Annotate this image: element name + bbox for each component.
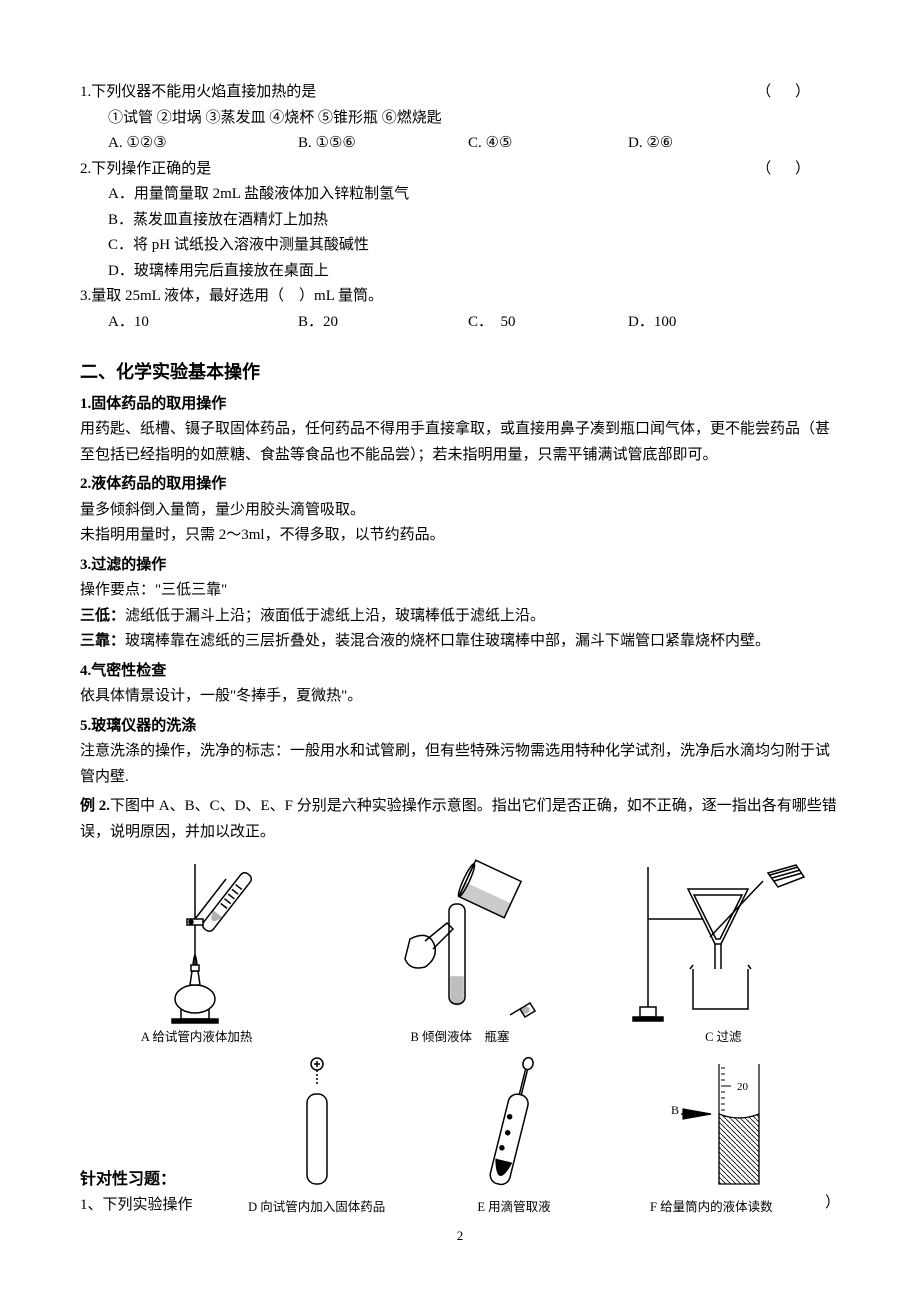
sec2-i3-p3-text: 玻璃棒靠在滤纸的三层折叠处，装混合液的烧杯口靠住玻璃棒中部，漏斗下端管口紧靠烧杯…	[125, 633, 770, 649]
figure-f: 20 B F 给量筒内的液体读数	[613, 1054, 810, 1218]
q3-number: 3.	[80, 288, 91, 304]
sec2-i1-h: 1.固体药品的取用操作	[80, 392, 840, 418]
sec2-i5-h: 5.玻璃仪器的洗涤	[80, 714, 840, 740]
q1-stem: 下列仪器不能用火焰直接加热的是	[91, 80, 756, 106]
figure-b-cap-b: 瓶塞	[484, 1030, 509, 1044]
figure-a: A 给试管内液体加热	[80, 859, 313, 1048]
q2-opt-a: A．用量筒量取 2mL 盐酸液体加入锌粒制氢气	[80, 182, 840, 208]
figure-a-caption: A 给试管内液体加热	[80, 1027, 313, 1048]
sec2-i4-p1: 依具体情景设计，一般"冬捧手，夏微热"。	[80, 684, 840, 710]
figure-f-caption: F 给量筒内的液体读数	[613, 1197, 810, 1218]
svg-text:20: 20	[737, 1081, 749, 1093]
sec2-i3-p2-text: 滤纸低于漏斗上沿；液面低于滤纸上沿，玻璃棒低于滤纸上沿。	[125, 608, 545, 624]
figure-b-svg	[343, 859, 576, 1024]
sec2-i3-p2-label: 三低：	[80, 608, 125, 624]
example-2-label: 例 2.	[80, 798, 110, 814]
figure-b-caption: B 倾倒液体 瓶塞	[343, 1027, 576, 1048]
example-2-text: 下图中 A、B、C、D、E、F 分别是六种实验操作示意图。指出它们是否正确，如不…	[80, 798, 837, 840]
sec2-i4-h: 4.气密性检查	[80, 659, 840, 685]
figure-e-svg	[415, 1054, 612, 1194]
question-2: 2. 下列操作正确的是 （ ）	[80, 157, 840, 183]
example-2: 例 2.下图中 A、B、C、D、E、F 分别是六种实验操作示意图。指出它们是否正…	[80, 794, 840, 845]
q1-opt-c: C. ④⑤	[468, 131, 628, 157]
q1-opt-d: D. ②⑥	[628, 131, 788, 157]
q1-sub: ①试管 ②坩埚 ③蒸发皿 ④烧杯 ⑤锥形瓶 ⑥燃烧匙	[80, 106, 840, 132]
sec2-i2-p1: 量多倾斜倒入量筒，量少用胶头滴管吸取。	[80, 498, 840, 524]
sec2-i3-p3: 三靠：玻璃棒靠在滤纸的三层折叠处，装混合液的烧杯口靠住玻璃棒中部，漏斗下端管口紧…	[80, 629, 840, 655]
question-1: 1. 下列仪器不能用火焰直接加热的是 （ ）	[80, 80, 840, 106]
figure-c-caption: C 过滤	[607, 1027, 840, 1048]
q2-stem: 下列操作正确的是	[91, 157, 756, 183]
figure-d-caption: D 向试管内加入固体药品	[218, 1197, 415, 1218]
figure-b: B 倾倒液体 瓶塞	[343, 859, 576, 1048]
sec2-i3-h: 3.过滤的操作	[80, 553, 840, 579]
sec2-i3-p1: 操作要点："三低三靠"	[80, 578, 840, 604]
figure-grid-row1: A 给试管内液体加热	[80, 859, 840, 1048]
sec2-i2-p2: 未指明用量时，只需 2～3ml，不得多取，以节约药品。	[80, 523, 840, 549]
sec2-i1-p1: 用药匙、纸槽、镊子取固体药品，任何药品不得用手直接拿取，或直接用鼻子凑到瓶口闻气…	[80, 417, 840, 468]
section-2-title: 二、化学实验基本操作	[80, 357, 840, 388]
q3-opt-d: D．100	[628, 310, 788, 336]
figure-grid-row2: 针对性习题： 1、下列实验操作 D 向试管内加入固体药品	[80, 1054, 840, 1218]
page-number: 2	[80, 1225, 840, 1247]
figure-e: E 用滴管取液	[415, 1054, 612, 1218]
figure-e-caption: E 用滴管取液	[415, 1197, 612, 1218]
figure-a-svg	[80, 859, 313, 1024]
q1-number: 1.	[80, 80, 91, 106]
q2-opt-d: D．玻璃棒用完后直接放在桌面上	[80, 259, 840, 285]
q1-opt-b: B. ①⑤⑥	[298, 131, 468, 157]
sec2-i2-h: 2.液体药品的取用操作	[80, 472, 840, 498]
q2-opt-b: B．蒸发皿直接放在酒精灯上加热	[80, 208, 840, 234]
q1-opt-a: A. ①②③	[108, 131, 298, 157]
q3-stem-a: 量取 25mL 液体，最好选用（	[91, 288, 284, 304]
figure-d: D 向试管内加入固体药品	[218, 1054, 415, 1218]
figure-c-svg	[607, 859, 840, 1024]
q2-number: 2.	[80, 157, 91, 183]
sec2-i3-p2: 三低：滤纸低于漏斗上沿；液面低于滤纸上沿，玻璃棒低于滤纸上沿。	[80, 604, 840, 630]
followup-q1: 1、下列实验操作	[80, 1193, 210, 1219]
q1-options: A. ①②③ B. ①⑤⑥ C. ④⑤ D. ②⑥	[80, 131, 840, 157]
q3-options: A．10 B．20 C． 50 D．100	[80, 310, 840, 336]
figure-c: C 过滤	[607, 859, 840, 1048]
sec2-i5-p1: 注意洗涤的操作，洗净的标志：一般用水和试管刷，但有些特殊污物需选用特种化学试剂，…	[80, 739, 840, 790]
q3-opt-a: A．10	[108, 310, 298, 336]
q3-opt-c: C． 50	[468, 310, 628, 336]
followup-heading: 针对性习题：	[80, 1166, 210, 1193]
q2-paren: （ ）	[756, 157, 840, 183]
q3-opt-b: B．20	[298, 310, 468, 336]
question-3: 3.量取 25mL 液体，最好选用（ ）mL 量筒。	[80, 284, 840, 310]
figure-b-cap-a: B 倾倒液体	[411, 1030, 472, 1044]
followup-q1-paren: ）	[810, 1191, 840, 1219]
figure-f-svg: 20 B	[613, 1054, 810, 1194]
q1-paren: （ ）	[756, 80, 840, 106]
q2-opt-c: C．将 pH 试纸投入溶液中测量其酸碱性	[80, 233, 840, 259]
followup-q1-stem: 下列实验操作	[103, 1197, 193, 1213]
sec2-i3-p3-label: 三靠：	[80, 633, 125, 649]
followup-q1-number: 1、	[80, 1197, 103, 1213]
figure-d-svg	[218, 1054, 415, 1194]
q3-stem-b: ）mL 量筒。	[299, 288, 383, 304]
svg-text:B: B	[671, 1103, 679, 1117]
